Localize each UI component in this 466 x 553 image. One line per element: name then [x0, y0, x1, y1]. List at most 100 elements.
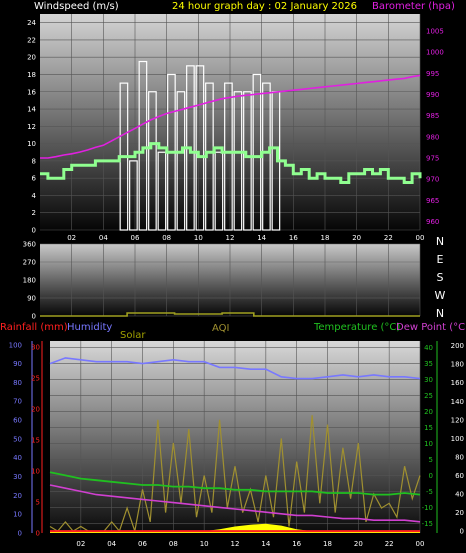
temperature-tick-label: 5 — [429, 456, 433, 464]
direction-tick-label: 270 — [23, 259, 36, 267]
hour-tick-label: 10 — [194, 234, 203, 242]
direction-tick-label: 180 — [23, 277, 36, 285]
windspeed-tick-label: 0 — [32, 227, 36, 235]
hour-tick-label: 04 — [99, 234, 108, 242]
solar-tick-label: 180 — [451, 361, 464, 369]
barometer-tick-label: 960 — [426, 218, 439, 226]
windspeed-tick-label: 6 — [32, 175, 37, 183]
hour-tick-label: 14 — [257, 234, 266, 242]
humidity-tick-label: 10 — [13, 511, 22, 519]
hour-tick-label: 12 — [231, 540, 240, 548]
temperature-tick-label: 35 — [424, 360, 433, 368]
hour-tick-label: 18 — [323, 540, 332, 548]
humidity-tick-label: 60 — [13, 417, 22, 425]
solar-tick-label: 80 — [455, 453, 464, 461]
hour-tick-label: 20 — [354, 540, 363, 548]
barometer-tick-label: 995 — [426, 70, 439, 78]
temperature-tick-label: -10 — [422, 504, 433, 512]
humidity-tick-label: 50 — [13, 435, 22, 443]
barometer-ticks: 960 965 970 975 980 985 990 995 1000 1005 — [426, 27, 444, 226]
humidity-tick-label: 0 — [18, 530, 22, 538]
gust-bar — [148, 91, 157, 231]
compass-label: W — [435, 289, 446, 302]
rainfall-ticks: 0 5 10 15 20 25 30 — [31, 344, 40, 538]
barometer-tick-label: 1005 — [426, 27, 444, 35]
windspeed-tick-label: 22 — [27, 36, 36, 44]
solar-tick-label: 160 — [451, 379, 464, 387]
solar-tick-label: 60 — [455, 472, 464, 480]
solar-area — [50, 523, 420, 533]
wind-direction-line — [40, 312, 420, 317]
temperature-tick-label: 30 — [424, 376, 433, 384]
rainfall-tick-label: 0 — [36, 530, 40, 538]
windspeed-tick-label: 18 — [27, 71, 36, 79]
temperature-tick-label: 15 — [424, 424, 433, 432]
humidity-ticks: 0 10 20 30 40 50 60 70 80 90 100 — [9, 341, 22, 537]
direction-tick-label: 0 — [32, 313, 36, 321]
compass-label: E — [437, 253, 444, 266]
wind-hour-ticks: 02 04 06 08 10 12 14 16 18 20 22 00 — [67, 234, 424, 242]
solar-tick-label: 100 — [451, 435, 464, 443]
wind-speed-line — [40, 142, 422, 184]
hour-tick-label: 08 — [169, 540, 178, 548]
temperature-axis-title: Temperature (°C) — [313, 322, 400, 333]
dewpoint-axis-title: Dew Point (°C) — [396, 322, 466, 333]
temperature-tick-label: 20 — [424, 408, 433, 416]
solar-tick-label: 20 — [455, 509, 464, 517]
humidity-tick-label: 70 — [13, 398, 22, 406]
solar-tick-label: 200 — [451, 342, 464, 350]
barometer-tick-label: 965 — [426, 197, 439, 205]
solar-tick-label: 140 — [451, 398, 464, 406]
solar-tick-label: 40 — [455, 491, 464, 499]
climate-panel-grid — [50, 341, 421, 533]
hour-tick-label: 16 — [289, 234, 298, 242]
gust-bar — [243, 91, 252, 231]
rainfall-tick-label: 30 — [31, 344, 40, 352]
humidity-tick-label: 80 — [13, 379, 22, 387]
gust-bars — [119, 60, 281, 231]
gust-bar — [176, 91, 186, 231]
hour-tick-label: 06 — [131, 234, 140, 242]
solar-tick-label: 120 — [451, 416, 464, 424]
hour-tick-label: 20 — [352, 234, 361, 242]
hour-tick-label: 22 — [384, 234, 393, 242]
hour-tick-label: 08 — [162, 234, 171, 242]
rainfall-tick-label: 5 — [36, 499, 40, 507]
windspeed-axis-title: Windspeed (m/s) — [34, 1, 119, 12]
aqi-line — [49, 415, 421, 533]
temperature-tick-label: -5 — [426, 488, 433, 496]
hour-tick-label: 04 — [107, 540, 116, 548]
rainfall-tick-label: 20 — [31, 406, 40, 414]
hour-tick-label: 02 — [67, 234, 76, 242]
direction-tick-label: 360 — [23, 241, 36, 249]
hour-tick-label: 00 — [416, 540, 425, 548]
humidity-tick-label: 90 — [13, 360, 22, 368]
rainfall-tick-label: 25 — [31, 375, 40, 383]
windspeed-tick-label: 10 — [27, 140, 36, 148]
temperature-tick-label: 0 — [429, 472, 433, 480]
chart-title: 24 hour graph day : 02 January 2026 — [172, 1, 357, 12]
barometer-tick-label: 990 — [426, 91, 439, 99]
windspeed-tick-label: 20 — [27, 54, 36, 62]
barometer-tick-label: 985 — [426, 112, 439, 120]
wind-panel-grid — [40, 14, 421, 231]
hour-tick-label: 00 — [416, 234, 425, 242]
windspeed-tick-label: 4 — [32, 192, 37, 200]
windspeed-tick-label: 14 — [27, 106, 36, 114]
humidity-tick-label: 100 — [9, 341, 22, 349]
hour-tick-label: 10 — [200, 540, 209, 548]
direction-degree-ticks: 0 90 180 270 360 — [23, 241, 36, 321]
temperature-tick-label: 40 — [424, 344, 433, 352]
gust-bar — [214, 151, 224, 231]
dewpoint-line — [49, 484, 421, 523]
hour-tick-label: 18 — [321, 234, 330, 242]
compass-label: N — [436, 307, 444, 320]
windspeed-tick-label: 16 — [27, 88, 36, 96]
solar-ticks: 0 20 40 60 80 100 120 140 160 180 200 — [451, 342, 464, 536]
compass-label: S — [437, 271, 444, 284]
barometer-axis-title: Barometer (hpa) — [372, 1, 455, 12]
temperature-tick-label: 25 — [424, 392, 433, 400]
gust-bar — [233, 91, 243, 231]
aqi-legend-label: AQI — [212, 323, 230, 334]
